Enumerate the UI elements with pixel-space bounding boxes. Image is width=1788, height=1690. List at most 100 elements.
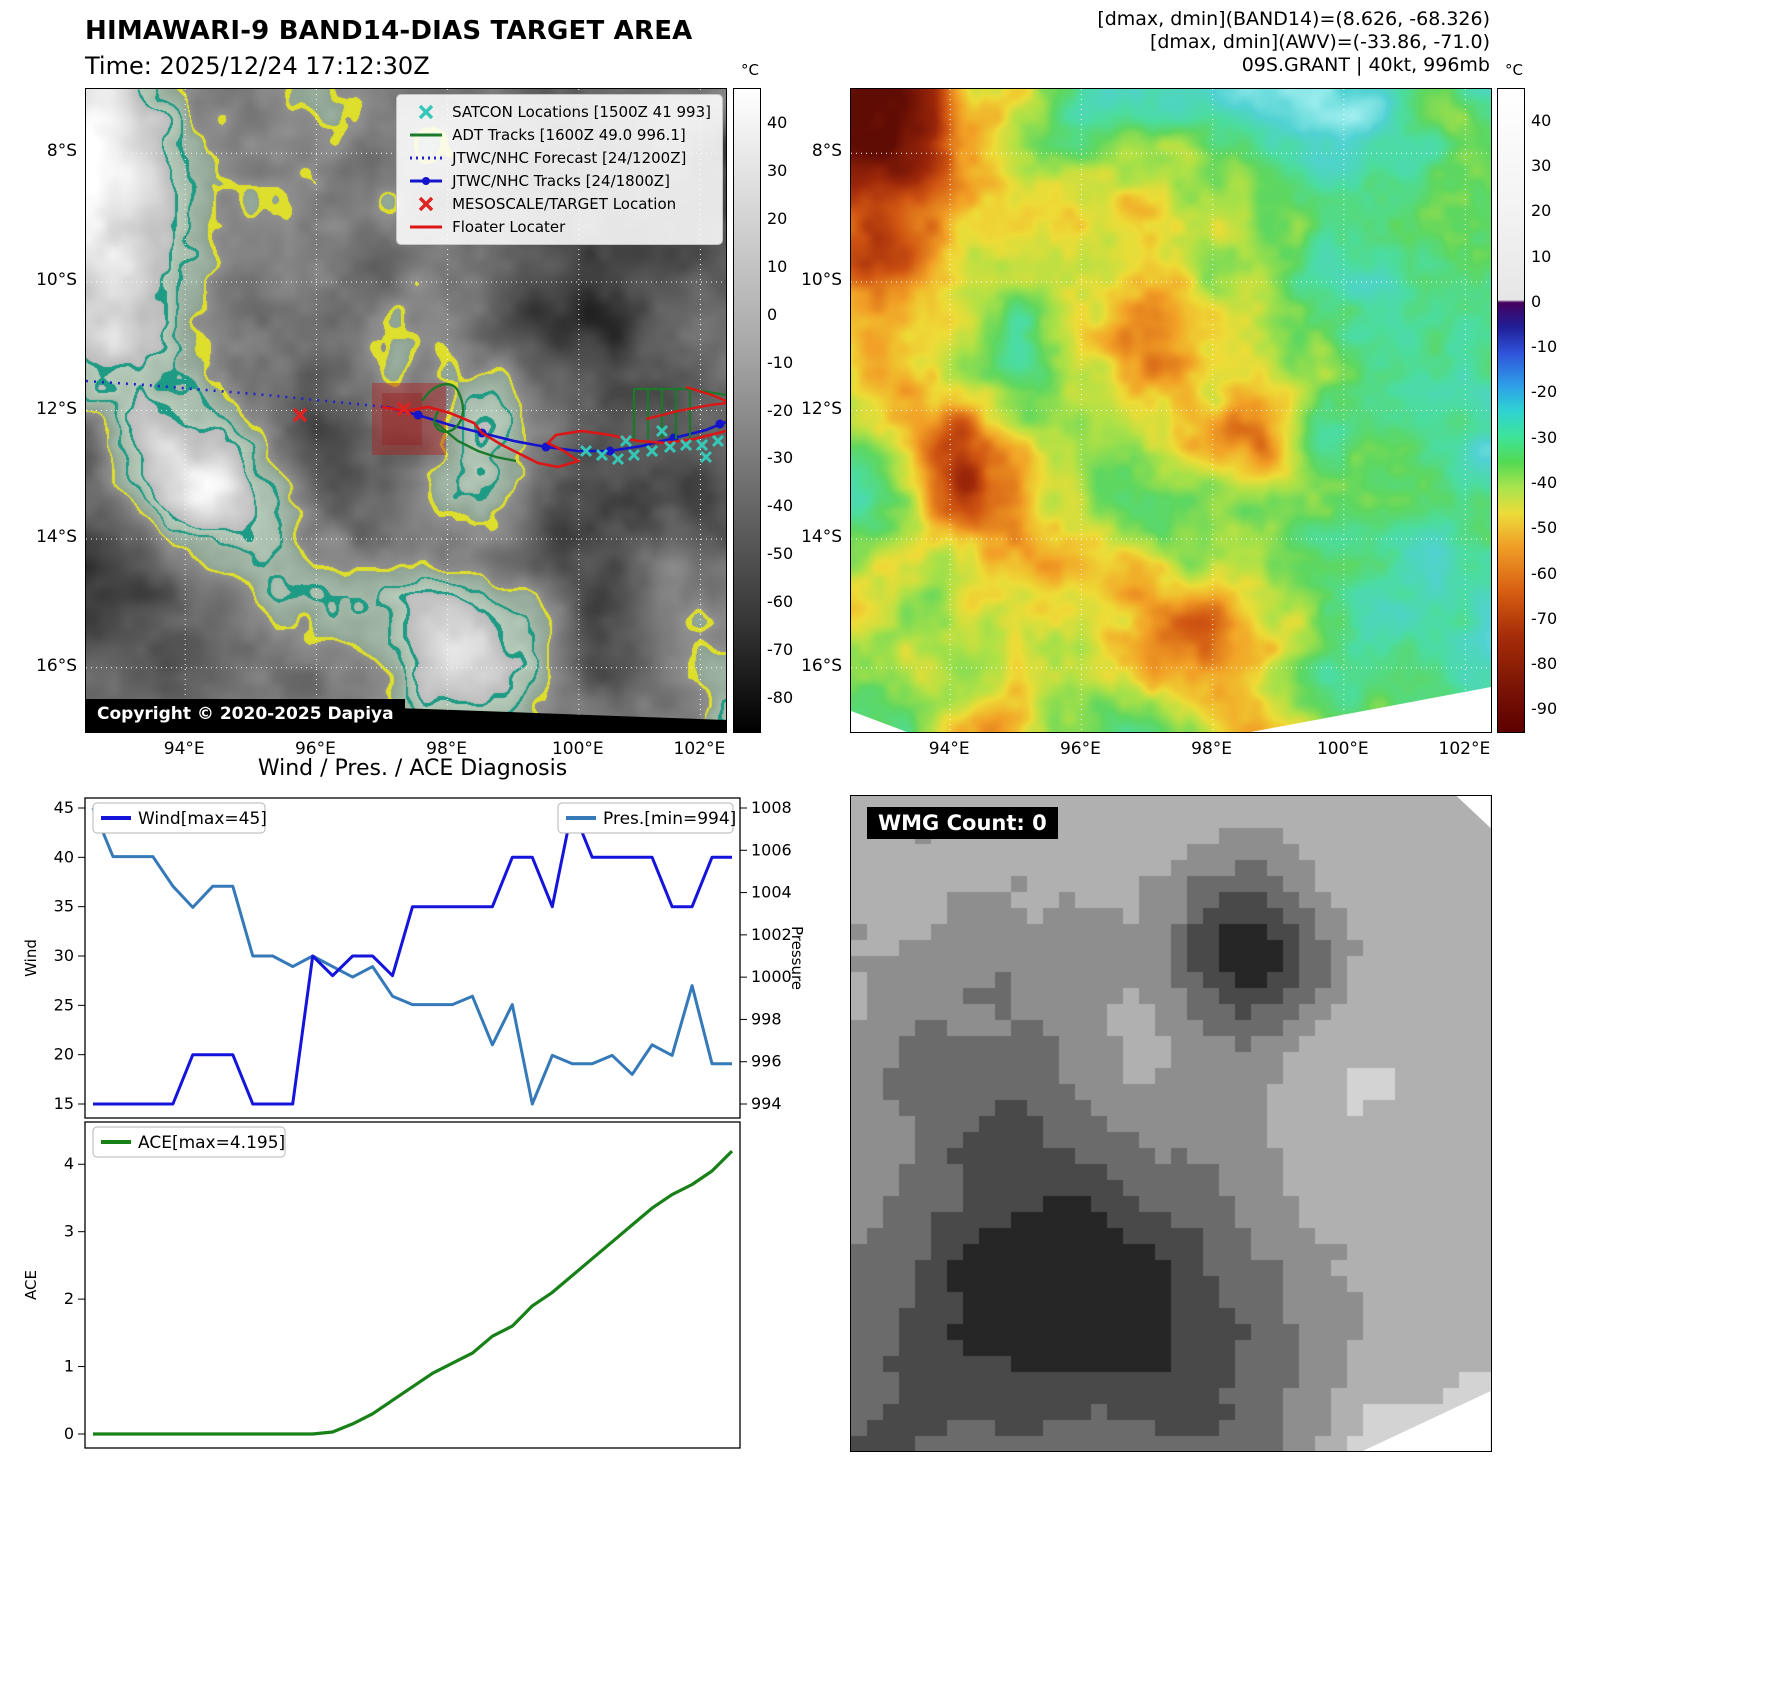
wind-pressure-plot bbox=[84, 797, 741, 1119]
legend-item-label: JTWC/NHC Forecast [24/1200Z] bbox=[452, 149, 687, 167]
colorbar-tick: -30 bbox=[767, 448, 794, 468]
svg-text:4: 4 bbox=[64, 1154, 74, 1173]
colorbar-tick: -70 bbox=[767, 640, 794, 660]
awv-dmax-dmin: [dmax, dmin](AWV)=(-33.86, -71.0) bbox=[1149, 31, 1490, 53]
x-marker bbox=[611, 452, 625, 466]
svg-text:1: 1 bbox=[64, 1357, 74, 1376]
lat-tick-label: 8°S bbox=[811, 141, 842, 162]
scan-edge bbox=[1362, 1391, 1491, 1451]
legend-item-label: JTWC/NHC Tracks [24/1800Z] bbox=[452, 172, 670, 190]
x-marker bbox=[711, 434, 725, 448]
chart-title: Wind / Pres. / ACE Diagnosis bbox=[257, 756, 568, 781]
colorbar-tick: 40 bbox=[767, 112, 788, 132]
svg-text:35: 35 bbox=[54, 897, 74, 916]
x-marker bbox=[655, 424, 669, 438]
jtwc-track-point bbox=[605, 446, 615, 456]
copyright-label: Copyright © 2020-2025 Dapiya bbox=[86, 699, 405, 729]
wind-pres-ace-charts: 4540353025201510081006100410021000998996… bbox=[22, 797, 806, 1449]
grid-lines bbox=[851, 89, 1491, 732]
svg-text:0: 0 bbox=[64, 1424, 74, 1443]
colorbar-unit: °C bbox=[741, 61, 759, 79]
band14-colorbar: 40 30 20 10 0 -10 -20 -30 -40 -50 -60 -70 -80 °C bbox=[733, 61, 793, 733]
wind-line bbox=[93, 806, 732, 1106]
x-marker bbox=[645, 444, 659, 458]
legend-item: MESOSCALE/TARGET Location bbox=[408, 195, 711, 213]
lat-tick-label: 10°S bbox=[801, 269, 842, 290]
scan-edge bbox=[1251, 687, 1491, 732]
colorbar-tick: -80 bbox=[767, 688, 794, 708]
svg-text:994: 994 bbox=[751, 1094, 782, 1113]
wind-axis-label: Wind bbox=[22, 939, 40, 977]
lat-tick-label: 16°S bbox=[36, 655, 77, 676]
svg-text:1002: 1002 bbox=[751, 925, 792, 944]
legend-item-label: SATCON Locations [1500Z 41 993] bbox=[452, 103, 711, 121]
line-marker-icon bbox=[410, 225, 443, 229]
colorbar-tick: 10 bbox=[767, 256, 788, 276]
line-marker-icon bbox=[410, 133, 443, 137]
enhanced-ir-map-panel bbox=[850, 88, 1492, 733]
svg-text:30: 30 bbox=[54, 946, 74, 965]
jtwc-track-point bbox=[413, 410, 423, 420]
svg-text:20: 20 bbox=[54, 1045, 74, 1064]
colorbar-tick: -60 bbox=[767, 592, 794, 612]
svg-text:25: 25 bbox=[54, 995, 74, 1014]
lon-tick-label: 102°E bbox=[1438, 739, 1491, 759]
colorbar-tick: -30 bbox=[1531, 427, 1558, 447]
colorbar-tick: 0 bbox=[1531, 291, 1542, 311]
colorbar-tick: 30 bbox=[1531, 155, 1552, 175]
x-marker bbox=[595, 448, 609, 462]
svg-text:996: 996 bbox=[751, 1052, 782, 1071]
lat-tick-label: 12°S bbox=[801, 398, 842, 419]
lon-tick-label: 94°E bbox=[928, 739, 970, 759]
page-title: HIMAWARI-9 BAND14-DIAS TARGET AREA bbox=[85, 16, 693, 46]
svg-text:ACE[max=4.195]: ACE[max=4.195] bbox=[138, 1133, 285, 1153]
colorbar-tick: -50 bbox=[767, 544, 794, 564]
lon-tick-label: 102°E bbox=[673, 739, 726, 759]
ace-line bbox=[93, 1149, 734, 1436]
svg-text:2: 2 bbox=[64, 1289, 74, 1308]
lat-tick-label: 8°S bbox=[46, 141, 77, 162]
band14-map-panel: SATCON Locations [1500Z 41 993] ADT Track… bbox=[85, 88, 727, 733]
wmg-image bbox=[851, 796, 1491, 1451]
legend-item: ADT Tracks [1600Z 49.0 996.1] bbox=[408, 126, 711, 144]
adt-track-line bbox=[421, 382, 465, 433]
colorbar-tick: 10 bbox=[1531, 246, 1552, 266]
legend-item: JTWC/NHC Forecast [24/1200Z] bbox=[408, 149, 711, 167]
colorbar-tick: -10 bbox=[1531, 337, 1558, 357]
x-marker bbox=[695, 438, 709, 452]
ace-axis-label: ACE bbox=[22, 1270, 40, 1300]
svg-text:3: 3 bbox=[64, 1222, 74, 1241]
lat-tick-label: 10°S bbox=[36, 269, 77, 290]
line-marker-icon bbox=[410, 177, 443, 185]
pressure-line bbox=[91, 807, 732, 1106]
colorbar-tick: 30 bbox=[767, 160, 788, 180]
x-marker-icon bbox=[418, 196, 434, 212]
svg-text:Wind[max=45]: Wind[max=45] bbox=[138, 809, 267, 829]
x-marker-icon bbox=[418, 104, 434, 120]
jtwc-forecast-line bbox=[86, 379, 387, 409]
wmg-panel: WMG Count: 0 bbox=[850, 795, 1492, 1452]
x-marker bbox=[699, 450, 713, 464]
ace-plot bbox=[84, 1121, 741, 1449]
colorbar-tick: -80 bbox=[1531, 654, 1558, 674]
colorbar-tick: -20 bbox=[767, 400, 794, 420]
lon-tick-label: 96°E bbox=[1059, 739, 1101, 759]
svg-text:Pres.[min=994]: Pres.[min=994] bbox=[603, 809, 736, 829]
colorbar-tick: -90 bbox=[1531, 699, 1558, 719]
enhanced-ir-overlay bbox=[851, 89, 1491, 732]
colorbar-tick: 0 bbox=[767, 304, 778, 324]
legend-item-label: ADT Tracks [1600Z 49.0 996.1] bbox=[452, 126, 686, 144]
lat-tick-label: 14°S bbox=[36, 527, 77, 548]
colorbar-tick: 20 bbox=[1531, 201, 1552, 221]
x-marker bbox=[292, 407, 308, 423]
colorbar-tick: 20 bbox=[767, 208, 788, 228]
floater-line bbox=[381, 405, 726, 469]
svg-text:1000: 1000 bbox=[751, 967, 792, 986]
wmg-count-label: WMG Count: 0 bbox=[867, 807, 1058, 839]
lon-tick-label: 94°E bbox=[163, 739, 205, 759]
x-marker bbox=[627, 448, 641, 462]
svg-text:1004: 1004 bbox=[751, 883, 792, 902]
legend-item: JTWC/NHC Tracks [24/1800Z] bbox=[408, 172, 711, 190]
chart-legend bbox=[92, 802, 266, 834]
lon-tick-label: 98°E bbox=[426, 739, 468, 759]
